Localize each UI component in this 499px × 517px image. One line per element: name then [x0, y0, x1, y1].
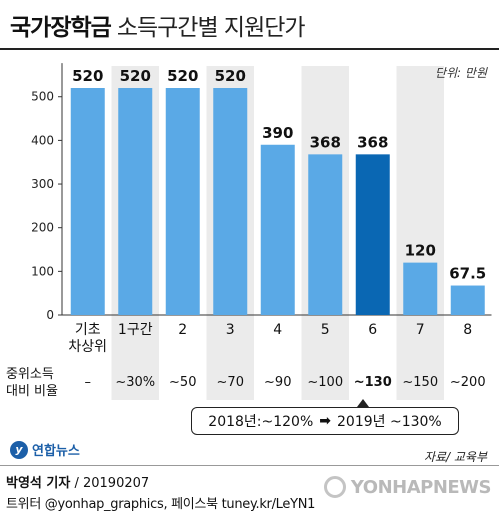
source-label: 자료/ 교육부 [423, 450, 487, 464]
x-tick-label: 4 [273, 322, 282, 338]
x-tick-label: 8 [463, 322, 472, 338]
reporter-name: 박영석 기자 [6, 476, 71, 491]
watermark: YONHAPNEWS [323, 476, 492, 498]
bar-value-label: 520 [215, 67, 246, 85]
bar [355, 154, 390, 315]
bar-value-label: 390 [262, 124, 293, 142]
credit-line: 박영석 기자 / 20190207 [6, 472, 149, 491]
y-tick-label: 300 [31, 177, 54, 191]
x-tick-label: 차상위 [68, 339, 107, 355]
ratio-value: ~200 [450, 375, 486, 390]
arrow-right-icon: ➡ [319, 413, 331, 429]
bar [165, 88, 200, 315]
footer-rule [0, 465, 499, 466]
credit-date: / 20190207 [74, 476, 150, 491]
social-links: 트위터 @yonhap_graphics, 페이스북 tuney.kr/LeYN… [6, 497, 316, 512]
bar [308, 154, 343, 315]
yonhap-logo: y 연합뉴스 [10, 440, 80, 459]
change-callout: 2018년:~120% ➡ 2019년 ~130% [191, 407, 459, 435]
ratio-value: ~150 [402, 375, 438, 390]
y-tick-label: 500 [31, 90, 54, 104]
bar-value-label: 368 [310, 133, 341, 151]
bar [450, 285, 485, 315]
ratio-value: – [85, 375, 92, 390]
y-tick-label: 0 [46, 308, 54, 322]
column-band [396, 66, 444, 364]
x-tick-label: 3 [226, 322, 235, 338]
ratio-value: ~50 [169, 375, 196, 390]
ratio-band [396, 364, 444, 400]
ratio-value: ~100 [307, 375, 343, 390]
x-tick-label: 1구간 [118, 322, 153, 338]
bar [403, 262, 438, 315]
bar [70, 88, 105, 315]
ratio-band [206, 364, 254, 400]
bar-value-label: 368 [357, 133, 388, 151]
bar [260, 144, 295, 315]
callout-from: 2018년:~120% [208, 414, 314, 430]
bar-value-label: 67.5 [449, 265, 486, 283]
ratio-band [111, 364, 159, 400]
callout-to: 2019년 ~130% [337, 414, 442, 430]
bar-value-label: 520 [120, 67, 151, 85]
ratio-value: ~30% [115, 375, 155, 390]
x-tick-label: 5 [321, 322, 330, 338]
bar [118, 88, 153, 315]
y-tick-label: 200 [31, 221, 54, 235]
bar [213, 88, 248, 315]
logo-mark-icon: y [10, 440, 28, 459]
x-tick-label: 7 [416, 322, 425, 338]
title-light: 소득구간별 지원단가 [116, 15, 306, 41]
ratio-value: ~70 [217, 375, 244, 390]
ratio-value: ~90 [264, 375, 291, 390]
ratio-value: ~130 [354, 375, 392, 390]
watermark-text: YONHAPNEWS [350, 476, 492, 498]
bar-value-label: 120 [405, 242, 436, 260]
watermark-circle-icon [323, 476, 346, 498]
y-tick-label: 400 [31, 133, 54, 147]
title-bold: 국가장학금 [10, 15, 112, 41]
x-tick-label: 2 [178, 322, 187, 338]
bar-value-label: 520 [72, 67, 103, 85]
title-rule [0, 48, 499, 50]
unit-label: 단위: 만원 [434, 66, 487, 80]
bar-value-label: 520 [167, 67, 198, 85]
callout-pointer [357, 399, 369, 407]
chart-title: 국가장학금 소득구간별 지원단가 [10, 8, 306, 42]
ratio-row-label: 중위소득 [6, 367, 54, 382]
x-tick-label: 기초 [75, 322, 101, 338]
ratio-row-label: 대비 비율 [6, 384, 58, 399]
x-tick-label: 6 [368, 322, 377, 338]
y-tick-label: 100 [31, 264, 54, 278]
logo-text: 연합뉴스 [32, 444, 80, 459]
ratio-band [301, 364, 349, 400]
